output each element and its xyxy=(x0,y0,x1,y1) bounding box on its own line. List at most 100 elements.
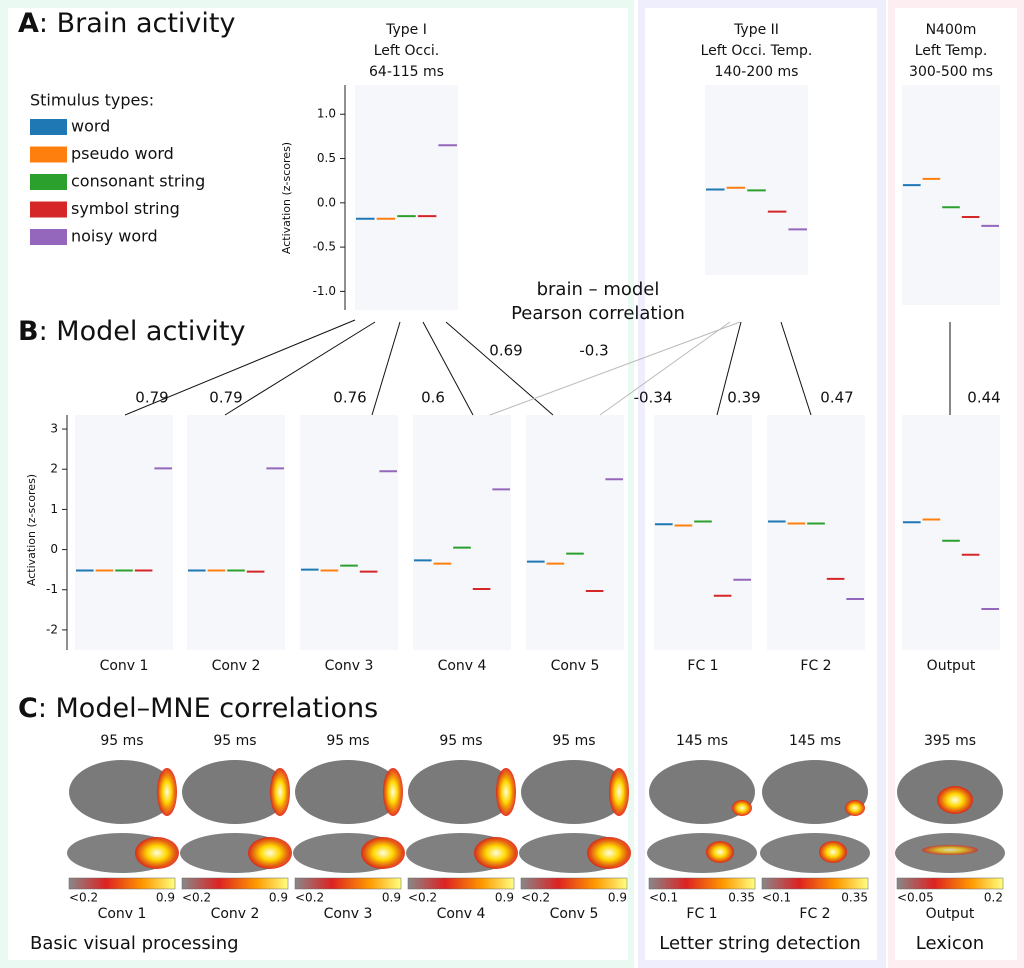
model-name: Output xyxy=(926,906,975,922)
brain-ventral xyxy=(760,833,870,873)
colorbar xyxy=(520,877,628,890)
colorbar xyxy=(181,877,289,890)
plot-title: 140-200 ms xyxy=(715,64,799,80)
x-tick-label: FC 2 xyxy=(800,658,831,674)
colorbar-min: <0.2 xyxy=(408,891,437,905)
activation-blob xyxy=(937,786,973,814)
colorbar-max: 0.35 xyxy=(841,891,868,905)
x-tick-label: Conv 1 xyxy=(100,658,149,674)
legend-swatch xyxy=(30,229,67,245)
correlation-value: 0.39 xyxy=(727,389,760,407)
correlation-title: Pearson correlation xyxy=(511,303,685,324)
y-tick-label: 1.0 xyxy=(317,107,336,121)
plot-title: Left Temp. xyxy=(915,43,988,59)
colorbar xyxy=(896,877,1004,890)
plot-background xyxy=(902,415,1000,650)
model-name: Conv 3 xyxy=(324,906,373,922)
activation-blob xyxy=(361,837,405,869)
section-title: C: Model–MNE correlations xyxy=(18,693,378,724)
brain-lateral xyxy=(649,760,755,824)
colorbar-max: 0.9 xyxy=(608,891,627,905)
section-title: B: Model activity xyxy=(18,316,245,347)
x-tick-label: Conv 2 xyxy=(212,658,261,674)
y-tick-label: 0.0 xyxy=(317,195,336,209)
time-label: 95 ms xyxy=(439,733,482,749)
y-tick-label: 2 xyxy=(50,462,58,476)
colorbar-max: 0.9 xyxy=(156,891,175,905)
time-label: 95 ms xyxy=(326,733,369,749)
legend-label: word xyxy=(71,117,110,136)
correlation-value: -0.3 xyxy=(579,342,608,360)
activation-blob xyxy=(157,768,177,816)
activation-blob xyxy=(922,845,978,855)
correlation-title: brain – model xyxy=(537,279,660,300)
section-text: : Model activity xyxy=(39,316,246,347)
activation-blob xyxy=(819,841,847,863)
legend-swatch xyxy=(30,119,67,135)
correlation-link xyxy=(224,321,376,416)
plot-title: Type II xyxy=(733,22,779,38)
plot-background xyxy=(902,85,1000,305)
brain-lateral xyxy=(762,760,868,824)
x-tick-label: Output xyxy=(927,658,976,674)
correlation-link xyxy=(489,321,741,416)
legend-swatch xyxy=(30,174,67,190)
y-tick-label: 0.5 xyxy=(317,151,336,165)
x-tick-label: FC 1 xyxy=(687,658,718,674)
time-label: 95 ms xyxy=(213,733,256,749)
model-name: Conv 1 xyxy=(98,906,147,922)
legend-label: consonant string xyxy=(71,172,205,191)
correlation-link xyxy=(422,321,474,416)
activation-blob xyxy=(474,837,518,869)
colorbar xyxy=(761,877,869,890)
colorbar-min: <0.2 xyxy=(521,891,550,905)
plot-background xyxy=(654,415,752,650)
correlation-link xyxy=(599,321,731,416)
y-tick-label: -1 xyxy=(46,582,58,596)
activation-blob xyxy=(609,768,629,816)
plot-background xyxy=(413,415,511,650)
legend-swatch xyxy=(30,201,67,218)
activation-blob xyxy=(496,768,516,816)
group-label: Lexicon xyxy=(916,933,984,954)
activation-blob xyxy=(732,800,752,816)
brain-lateral xyxy=(295,760,401,824)
group-label: Basic visual processing xyxy=(30,933,239,954)
correlation-link xyxy=(445,321,554,416)
section-title: A: Brain activity xyxy=(18,8,235,39)
time-label: 95 ms xyxy=(552,733,595,749)
section-text: : Brain activity xyxy=(39,8,236,39)
plot-background xyxy=(187,415,285,650)
section-text: : Model–MNE correlations xyxy=(38,693,378,724)
section-letter: C xyxy=(18,693,38,724)
activation-blob xyxy=(248,837,292,869)
time-label: 95 ms xyxy=(100,733,143,749)
correlation-link xyxy=(780,321,812,416)
activation-blob xyxy=(845,800,865,816)
legend-swatch xyxy=(30,146,67,163)
correlation-value: 0.79 xyxy=(135,389,168,407)
plot-title: Left Occi. xyxy=(374,43,440,59)
activation-blob xyxy=(270,768,290,816)
correlation-link xyxy=(716,321,742,416)
plot-background xyxy=(526,415,624,650)
group-label: Letter string detection xyxy=(659,933,861,954)
colorbar-min: <0.2 xyxy=(182,891,211,905)
brain-ventral xyxy=(647,833,757,873)
colorbar-min: <0.1 xyxy=(762,891,791,905)
correlation-value: 0.6 xyxy=(421,389,445,407)
plot-title: Left Occi. Temp. xyxy=(701,43,813,59)
y-axis-label: Activation (z-scores) xyxy=(280,142,293,254)
colorbar-min: <0.05 xyxy=(897,891,934,905)
colorbar-max: 0.2 xyxy=(984,891,1003,905)
model-name: FC 1 xyxy=(686,906,717,922)
colorbar xyxy=(68,877,176,890)
activation-blob xyxy=(383,768,403,816)
brain-lateral xyxy=(182,760,288,824)
y-tick-label: 1 xyxy=(50,502,58,516)
correlation-value: -0.34 xyxy=(634,389,673,407)
plot-title: N400m xyxy=(926,22,977,38)
plot-background xyxy=(767,415,865,650)
legend-label: noisy word xyxy=(71,227,158,246)
correlation-value: 0.69 xyxy=(489,342,522,360)
